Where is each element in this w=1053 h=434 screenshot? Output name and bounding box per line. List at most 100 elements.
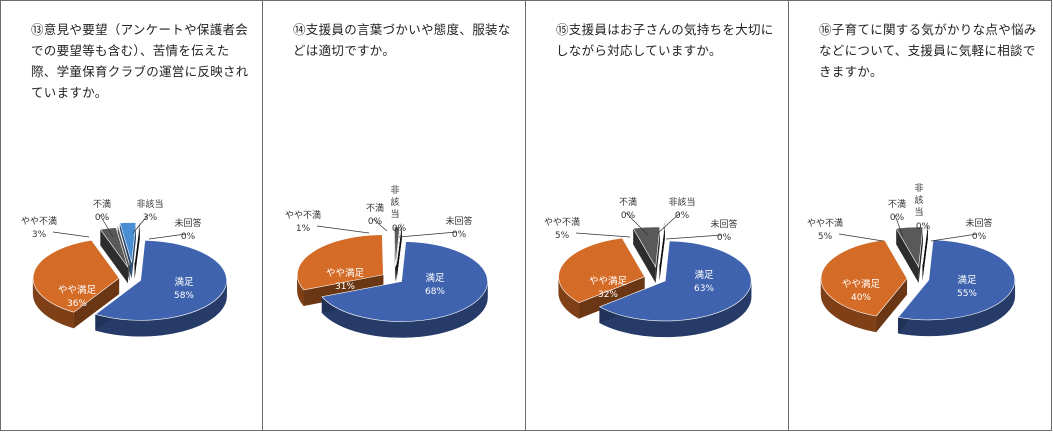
pie-slices <box>297 222 488 338</box>
slice-wall-somewhat-dissatisfied <box>918 227 923 283</box>
slice-no-answer <box>134 222 141 263</box>
pie-chart-13: 満足 58% やや満足 36% やや不満 3% 不満 0% 非該当 3% 未回答 0% <box>21 198 227 337</box>
pie-labels: 満足 58% やや満足 36% やや不満 3% 不満 0% 非該当 3% 未回答 0% <box>21 198 202 309</box>
slice-satisfied <box>598 240 752 322</box>
slice-value-somewhat-satisfied: 31% <box>335 282 355 292</box>
slice-value-somewhat-dissatisfied: 1% <box>296 224 311 234</box>
slice-somewhat-satisfied <box>558 237 646 303</box>
pie-slices <box>558 222 752 338</box>
pie-chart-16: 満足 55% やや満足 40% やや不満 5% 不満 0% 非該当 0% 未回答 0% <box>807 182 1016 337</box>
leader-line-no-answer <box>665 234 723 240</box>
slice-somewhat-satisfied <box>820 239 908 317</box>
slice-not-applicable <box>119 222 137 263</box>
chart-panel-16: ⑯子育てに関する気がかりな点や悩みなどについて、支援員に気軽に相談できますか。 … <box>789 0 1052 431</box>
slice-wall-not-applicable <box>131 222 136 279</box>
slice-label-no-answer: 未回答 <box>174 217 201 229</box>
chart-panel-15: ⑮支援員はお子さんの気持ちを大切にしながら対応していますか。 満足 63% やや満足… <box>526 0 789 431</box>
leader-line-somewhat-dissatisfied <box>316 225 370 234</box>
slice-value-satisfied: 63% <box>694 284 714 294</box>
pie-labels: 満足 68% やや満足 31% やや不満 1% 不満 0% 非該当 0% 未回答 0% <box>285 184 473 297</box>
leader-line-somewhat-dissatisfied <box>52 231 90 238</box>
leader-line-dissatisfied <box>372 218 388 232</box>
leader-line-no-answer <box>398 231 458 238</box>
slice-satisfied <box>321 241 488 322</box>
chart-panel-13: ⑬意見や要望（アンケートや保護者会での要望等も含む）、苦情を伝えた際、学童保育ク… <box>0 0 263 431</box>
slice-label-dissatisfied: 不満 <box>93 199 111 210</box>
leader-line-somewhat-dissatisfied <box>838 233 884 242</box>
leader-line-dissatisfied <box>625 212 649 236</box>
slice-no-answer <box>922 222 929 263</box>
pie-labels: 満足 55% やや満足 40% やや不満 5% 不満 0% 非該当 0% 未回答 0% <box>807 182 993 303</box>
question-title: ⑮支援員はお子さんの気持ちを大切にしながら対応していますか。 <box>556 22 774 58</box>
leader-line-no-answer <box>148 233 187 240</box>
slice-value-not-applicable: 0% <box>392 224 407 234</box>
slice-wall-no-answer <box>922 222 928 279</box>
slice-value-dissatisfied: 0% <box>621 211 636 221</box>
slice-wall-somewhat-satisfied <box>73 278 120 329</box>
slice-value-no-answer: 0% <box>717 233 732 243</box>
slice-wall-somewhat-satisfied <box>579 276 645 319</box>
slice-label-not-applicable: 非該当 <box>668 196 695 208</box>
slice-wall-somewhat-dissatisfied <box>100 229 128 284</box>
pie-chart-15: 満足 63% やや満足 32% やや不満 5% 不満 0% 非該当 0% 未回答 0% <box>544 196 752 338</box>
leader-line-no-answer <box>930 233 978 242</box>
slice-satisfied <box>897 239 1016 321</box>
slice-value-somewhat-dissatisfied: 5% <box>818 232 833 242</box>
slice-label-not-applicable: 当 <box>914 206 923 218</box>
slice-value-dissatisfied: 0% <box>95 213 110 223</box>
slice-value-not-applicable: 3% <box>143 213 158 223</box>
slice-label-dissatisfied: 不満 <box>619 197 637 208</box>
leader-line-dissatisfied <box>99 214 114 238</box>
slice-wall-somewhat-dissatisfied <box>633 228 656 283</box>
slice-label-satisfied: 満足 <box>957 275 977 286</box>
leader-line-not-applicable <box>132 214 149 234</box>
slice-value-satisfied: 55% <box>957 289 977 299</box>
slice-label-satisfied: 満足 <box>174 277 194 288</box>
slice-label-dissatisfied: 不満 <box>888 199 906 210</box>
slice-label-somewhat-satisfied: やや満足 <box>842 279 881 290</box>
slice-label-somewhat-dissatisfied: やや不満 <box>807 218 843 229</box>
slice-label-somewhat-satisfied: やや満足 <box>58 285 97 296</box>
slice-label-not-applicable: 該 <box>914 194 923 206</box>
question-title: ⑭支援員の言葉づかいや態度、服装などは適切ですか。 <box>293 22 511 58</box>
slice-value-somewhat-satisfied: 40% <box>851 293 871 303</box>
leader-line-somewhat-dissatisfied <box>575 232 631 238</box>
slice-label-somewhat-dissatisfied: やや不満 <box>21 216 57 227</box>
leader-line-dissatisfied <box>894 214 904 238</box>
slice-label-no-answer: 未回答 <box>965 217 992 229</box>
pie-chart-14: 満足 68% やや満足 31% やや不満 1% 不満 0% 非該当 0% 未回答 0% <box>285 184 488 338</box>
slice-value-not-applicable: 0% <box>675 211 690 221</box>
slice-somewhat-dissatisfied <box>632 226 661 268</box>
slice-label-somewhat-dissatisfied: やや不満 <box>544 217 580 228</box>
slice-label-no-answer: 未回答 <box>710 218 737 230</box>
slice-somewhat-dissatisfied <box>394 226 401 267</box>
slice-dissatisfied <box>117 224 130 265</box>
pie-slices <box>32 222 227 337</box>
slice-somewhat-satisfied <box>297 234 384 291</box>
slice-value-somewhat-dissatisfied: 3% <box>32 230 47 240</box>
slice-value-satisfied: 68% <box>425 287 445 297</box>
slice-wall-somewhat-dissatisfied <box>896 228 919 283</box>
slice-value-no-answer: 0% <box>181 232 196 242</box>
slice-label-somewhat-satisfied: やや満足 <box>326 268 365 279</box>
chart-panel-14: ⑭支援員の言葉づかいや態度、服装などは適切ですか。 満足 68% やや満足 31% やや… <box>263 0 526 431</box>
slice-label-not-applicable: 非 <box>914 182 923 194</box>
slice-wall-somewhat-satisfied <box>876 278 908 332</box>
slice-somewhat-satisfied <box>32 239 120 313</box>
slice-label-not-applicable: 非該当 <box>136 198 163 210</box>
slice-label-satisfied: 満足 <box>694 270 714 281</box>
slice-label-not-applicable: 非 <box>390 184 399 196</box>
slice-label-not-applicable: 当 <box>390 208 399 220</box>
slice-wall-no-answer <box>659 222 665 279</box>
slice-label-no-answer: 未回答 <box>445 215 472 227</box>
slice-value-somewhat-satisfied: 36% <box>67 299 87 309</box>
slice-value-no-answer: 0% <box>452 230 467 240</box>
slice-label-not-applicable: 該 <box>390 196 399 208</box>
slice-value-not-applicable: 0% <box>916 222 931 232</box>
leader-line-not-applicable <box>657 212 681 234</box>
slice-value-satisfied: 58% <box>174 291 194 301</box>
slice-wall-no-answer <box>134 222 140 279</box>
slice-value-dissatisfied: 0% <box>890 213 905 223</box>
slice-value-somewhat-dissatisfied: 5% <box>555 231 570 241</box>
